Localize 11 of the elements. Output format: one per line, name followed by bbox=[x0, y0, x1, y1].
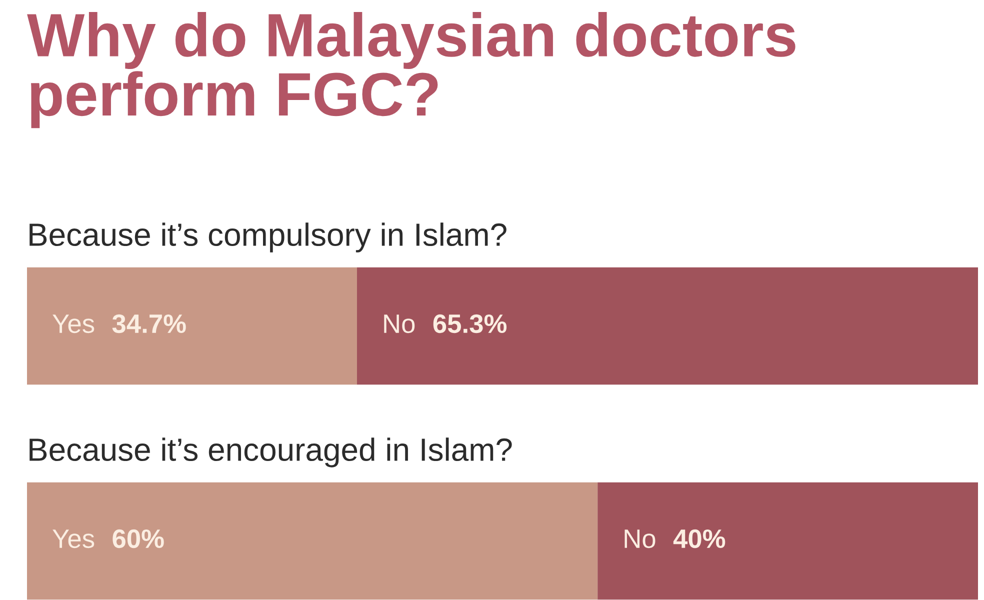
y-tick-label: Because it’s compulsory in Islam? bbox=[30, 222, 506, 252]
chart-title: Why do Malaysian doctors perform FGC? bbox=[27, 12, 796, 128]
series-label: No bbox=[624, 530, 656, 548]
data-label: 40% bbox=[673, 529, 726, 548]
data-label: 34.7% bbox=[112, 314, 186, 334]
y-tick-label: Because it’s encouraged in Islam? bbox=[30, 438, 512, 468]
series-label: Yes bbox=[52, 314, 94, 334]
data-label: 65.3% bbox=[433, 314, 507, 334]
text: Yes bbox=[52, 530, 94, 548]
text: No bbox=[384, 314, 415, 334]
data-label: 60% bbox=[112, 529, 164, 548]
